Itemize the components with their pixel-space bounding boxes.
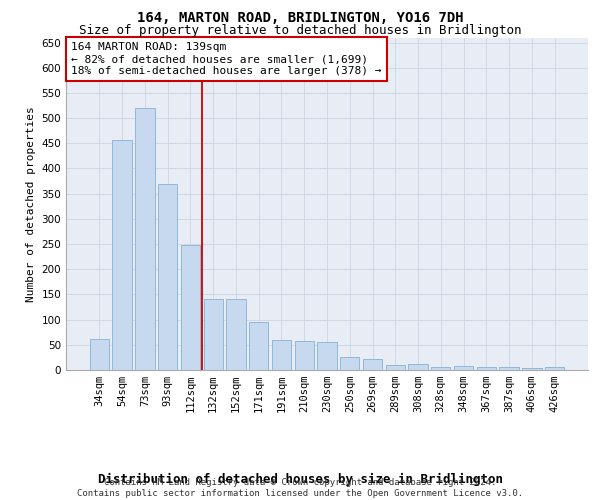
Bar: [272, 340, 291, 370]
Bar: [454, 366, 473, 370]
Bar: [545, 368, 564, 370]
Bar: [203, 300, 223, 370]
Y-axis label: Number of detached properties: Number of detached properties: [26, 106, 36, 302]
Bar: [181, 245, 200, 370]
Bar: [363, 359, 382, 370]
Bar: [409, 364, 428, 370]
Bar: [340, 358, 359, 370]
Bar: [90, 339, 109, 370]
Bar: [499, 368, 519, 370]
Bar: [135, 108, 155, 370]
Bar: [431, 367, 451, 370]
Bar: [112, 140, 132, 370]
Bar: [249, 322, 268, 370]
Bar: [476, 367, 496, 370]
Bar: [295, 342, 314, 370]
Text: Distribution of detached houses by size in Bridlington: Distribution of detached houses by size …: [97, 472, 503, 486]
Bar: [522, 368, 542, 370]
Text: 164 MARTON ROAD: 139sqm
← 82% of detached houses are smaller (1,699)
18% of semi: 164 MARTON ROAD: 139sqm ← 82% of detache…: [71, 42, 382, 76]
Bar: [386, 365, 405, 370]
Bar: [317, 342, 337, 370]
Text: Contains HM Land Registry data © Crown copyright and database right 2024.
Contai: Contains HM Land Registry data © Crown c…: [77, 478, 523, 498]
Bar: [226, 300, 245, 370]
Text: 164, MARTON ROAD, BRIDLINGTON, YO16 7DH: 164, MARTON ROAD, BRIDLINGTON, YO16 7DH: [137, 11, 463, 25]
Text: Size of property relative to detached houses in Bridlington: Size of property relative to detached ho…: [79, 24, 521, 37]
Bar: [158, 184, 178, 370]
